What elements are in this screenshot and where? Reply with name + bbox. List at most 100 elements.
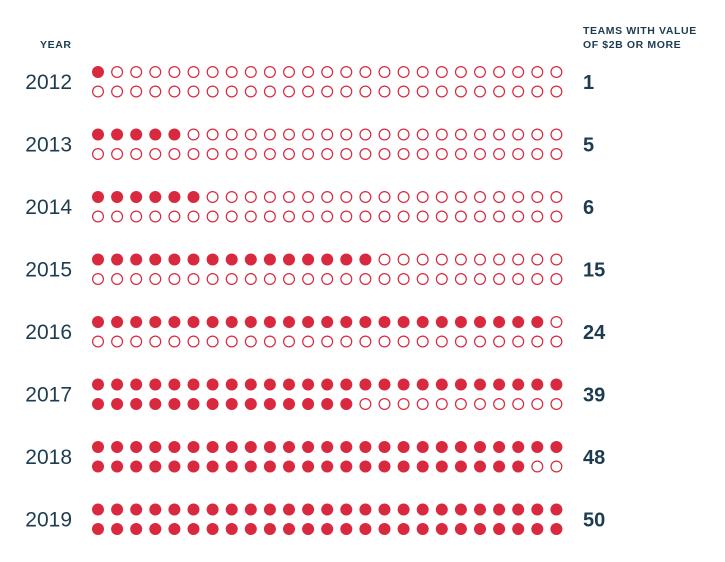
filled-dot [416,460,429,473]
empty-dot [550,148,563,161]
empty-dot [531,253,544,266]
empty-dot [397,253,410,266]
filled-dot [187,398,200,410]
value-header-line-1: TEAMS WITH VALUE [583,25,697,37]
filled-dot [416,503,429,516]
filled-dot [283,398,295,410]
filled-dot [168,460,181,473]
filled-dot [531,441,544,453]
filled-dot [92,378,104,391]
filled-dot [378,523,391,535]
empty-dot [302,148,315,161]
filled-dot [321,253,334,266]
empty-dot [359,148,372,161]
empty-dot [302,65,315,78]
empty-dot [283,85,296,98]
empty-dot [225,85,238,98]
value-label: 24 [583,322,606,344]
filled-dot [187,441,200,453]
empty-dot [321,148,334,161]
filled-dot [454,378,467,391]
filled-dot [340,253,353,266]
filled-dot [397,316,410,328]
empty-dot [435,128,448,141]
year-label: 2018 [25,446,72,469]
year-label: 2019 [25,508,72,531]
filled-dot [130,523,143,535]
empty-dot [111,148,124,161]
empty-dot [206,65,219,78]
empty-dot [474,148,487,161]
empty-dot [454,148,467,161]
empty-dot [474,65,487,78]
empty-dot [321,273,334,286]
empty-dot [550,128,563,141]
filled-dot [512,523,525,535]
year-row-2014: 2014 6 [25,191,594,223]
empty-dot [512,148,525,161]
filled-dot [397,523,410,535]
empty-dot [263,65,276,78]
filled-dot [149,191,162,203]
empty-dot [493,210,506,223]
filled-dot [531,378,544,391]
filled-dot [111,441,124,453]
empty-dot [302,210,315,223]
empty-dot [244,335,257,348]
empty-dot [378,335,391,348]
filled-dot [531,316,544,328]
filled-dot [130,441,143,453]
empty-dot [359,398,372,411]
filled-dot [493,460,506,473]
filled-dot [168,128,181,141]
value-label: 48 [583,447,605,469]
empty-dot [91,148,104,161]
filled-dot [168,441,181,453]
filled-dot [206,503,219,516]
empty-dot [493,128,506,141]
filled-dot [321,398,334,410]
filled-dot [512,503,525,516]
filled-dot [225,503,238,516]
filled-dot [340,398,353,410]
filled-dot [435,441,448,453]
empty-dot [225,210,238,223]
filled-dot [130,253,143,266]
filled-dot [92,523,104,535]
filled-dot [474,523,486,535]
value-label: 15 [583,259,605,281]
filled-dot [244,441,257,453]
filled-dot [493,378,506,391]
empty-dot [187,85,200,98]
filled-dot [416,523,429,535]
filled-dot [149,523,162,535]
empty-dot [244,191,257,204]
empty-dot [321,335,334,348]
empty-dot [149,148,162,161]
empty-dot [321,85,334,98]
filled-dot [92,441,104,453]
filled-dot [111,191,124,203]
filled-dot [359,503,372,516]
filled-dot [550,503,563,516]
empty-dot [244,65,257,78]
filled-dot [187,316,200,328]
empty-dot [512,128,525,141]
empty-dot [435,191,448,204]
filled-dot [244,503,257,516]
empty-dot [512,253,525,266]
empty-dot [302,191,315,204]
filled-dot [359,378,372,391]
empty-dot [149,210,162,223]
empty-dot [531,398,544,411]
filled-dot [187,191,200,203]
empty-dot [416,85,429,98]
empty-dot [206,273,219,286]
empty-dot [493,148,506,161]
filled-dot [493,503,506,516]
empty-dot [111,85,124,98]
filled-dot [454,523,467,535]
filled-dot [206,316,219,328]
empty-dot [493,85,506,98]
year-row-2013: 2013 5 [25,128,594,161]
